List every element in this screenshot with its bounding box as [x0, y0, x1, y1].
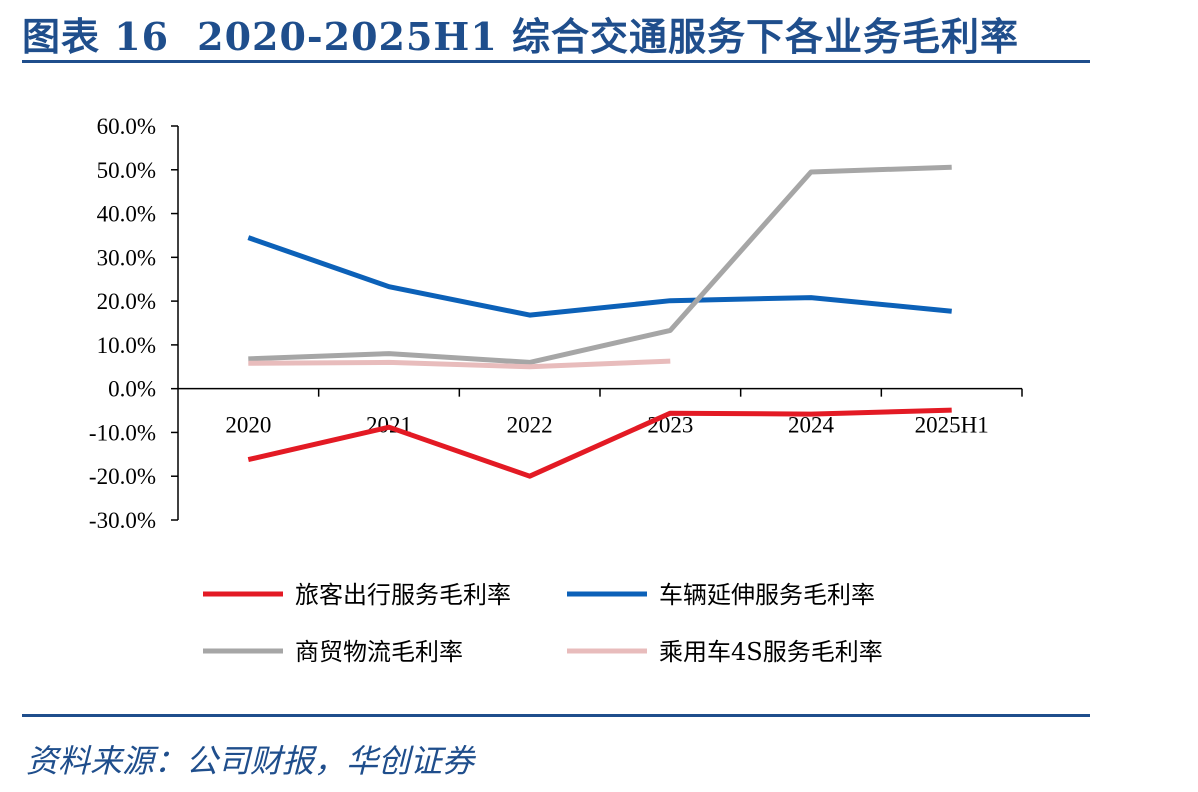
series-line-1 [247, 235, 952, 318]
series-line-3 [248, 358, 671, 370]
y-tick-label: 20.0% [97, 289, 156, 314]
legend-label: 旅客出行服务毛利率 [295, 581, 511, 609]
series-line-0 [247, 407, 952, 479]
title-divider [22, 60, 1090, 63]
chart-series [247, 164, 952, 479]
y-tick-label: 10.0% [97, 333, 156, 358]
y-tick-label: 40.0% [97, 202, 156, 227]
y-tick-label: -30.0% [89, 508, 156, 533]
y-tick-label: 30.0% [97, 245, 156, 270]
footer-divider [22, 714, 1090, 717]
x-tick-label: 2023 [647, 413, 693, 438]
y-tick-label: 50.0% [97, 158, 156, 183]
legend-label: 商贸物流毛利率 [295, 638, 463, 666]
x-tick-label: 2022 [507, 413, 553, 438]
y-tick-label: 0.0% [108, 377, 156, 402]
legend-label: 乘用车4S服务毛利率 [659, 638, 883, 666]
y-tick-label: 60.0% [97, 114, 156, 139]
x-tick-label: 2025H1 [915, 413, 989, 438]
series-line-2 [248, 164, 952, 365]
figure-label: 图表 16 [22, 14, 170, 59]
chart-title: 图表 16 2020-2025H1 综合交通服务下各业务毛利率 [22, 6, 1019, 61]
y-tick-label: -10.0% [89, 420, 156, 445]
figure-title: 2020-2025H1 综合交通服务下各业务毛利率 [197, 14, 1019, 59]
chart-axes: 60.0% 50.0% 40.0% 30.0% 20.0% 10.0% 0.0% -10.0%… [89, 114, 1023, 533]
source-note: 资料来源：公司财报，华创证券 [26, 742, 475, 780]
legend-label: 车辆延伸服务毛利率 [659, 581, 875, 609]
y-tick-label: -20.0% [89, 464, 156, 489]
x-tick-label: 2020 [225, 413, 271, 438]
x-tick-label: 2024 [788, 413, 835, 438]
